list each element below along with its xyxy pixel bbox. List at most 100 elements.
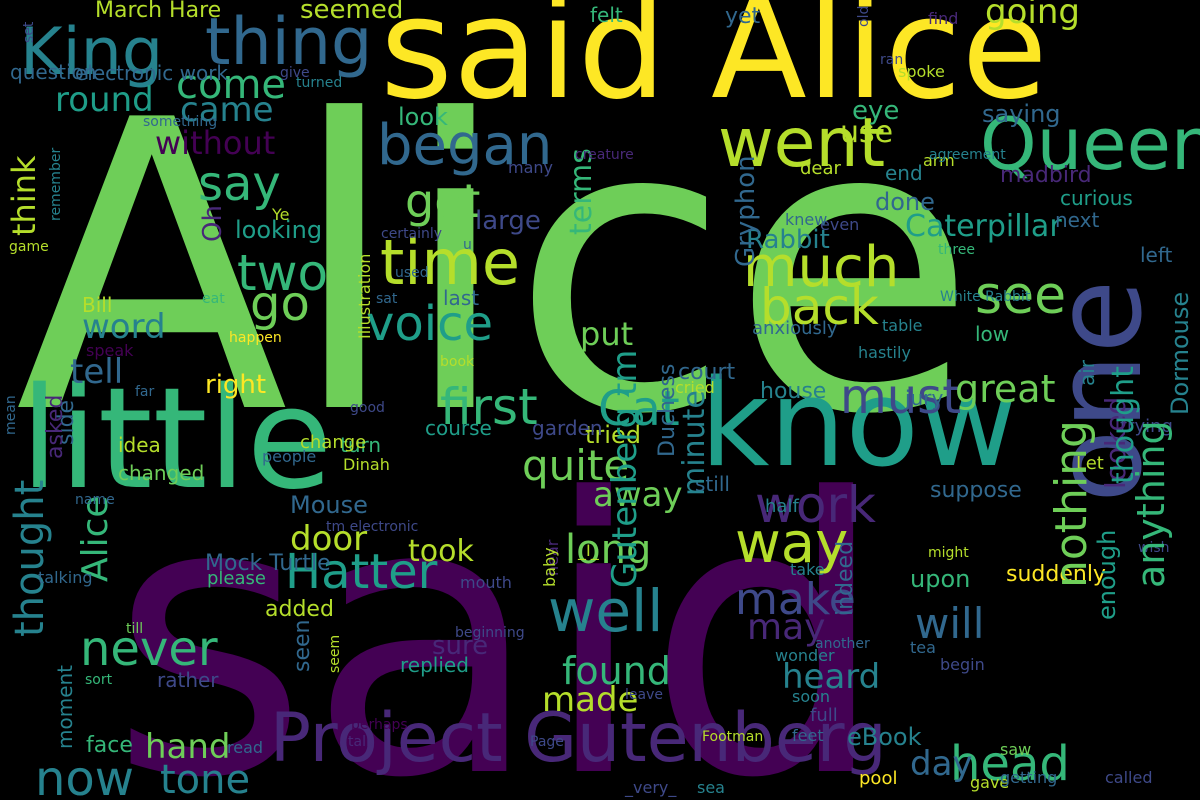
cloud-word: u (463, 237, 472, 253)
cloud-word: leave (625, 687, 663, 703)
cloud-word: Ye (272, 205, 290, 224)
cloud-word: book (440, 354, 475, 370)
cloud-word: madbird (1000, 163, 1092, 188)
cloud-word: knew (785, 210, 828, 229)
cloud-word: well (548, 577, 664, 645)
cloud-word: Dormouse (1166, 291, 1194, 415)
cloud-word: long (565, 527, 652, 573)
cloud-word: ran (880, 52, 904, 68)
cloud-word: door (290, 519, 368, 559)
cloud-word: added (265, 597, 334, 622)
cloud-word: eye (852, 96, 900, 126)
cloud-word: agreement (929, 147, 1006, 163)
cloud-word: seen (290, 619, 315, 672)
cloud-word: air (1075, 359, 1099, 386)
cloud-word: sat (376, 291, 398, 307)
cloud-word: perhaps (351, 717, 408, 733)
cloud-word: White Rabbit (940, 289, 1031, 305)
cloud-word: house (760, 379, 827, 404)
cloud-word: wish (1138, 540, 1170, 556)
cloud-word: March Hare (95, 0, 222, 23)
cloud-word: garden (532, 416, 603, 440)
cloud-word: anxiously (752, 318, 838, 339)
cloud-word: getting (1000, 768, 1058, 787)
cloud-word: upon (910, 565, 971, 593)
cloud-word: dear (800, 158, 841, 179)
cloud-word: old (856, 5, 872, 27)
cloud-word: great (955, 367, 1056, 411)
cloud-word: way (735, 511, 849, 576)
cloud-word: jury (905, 386, 944, 410)
cloud-word: soon (792, 687, 831, 706)
cloud-word: tone (160, 757, 251, 800)
cloud-word: began (377, 113, 553, 178)
cloud-word: look (398, 103, 448, 131)
cloud-word: looking (235, 216, 323, 244)
cloud-word: heard (782, 657, 881, 697)
cloud-word: left (1140, 243, 1173, 267)
cloud-word: find (928, 9, 959, 28)
cloud-word: much (743, 235, 900, 300)
cloud-word: turn (340, 433, 382, 457)
cloud-word: beginning (455, 625, 525, 641)
cloud-word: Project Gutenberg (270, 699, 887, 778)
cloud-word: give (280, 65, 310, 81)
cloud-word: Dinah (343, 455, 390, 474)
cloud-word: time (380, 226, 521, 299)
cloud-word: name (75, 492, 115, 508)
cloud-word: came (180, 90, 274, 130)
cloud-word: Mouse (290, 491, 368, 519)
cloud-word: indeed (833, 540, 858, 616)
cloud-word: Page (530, 734, 564, 750)
cloud-word: Illustration (355, 253, 374, 339)
cloud-word: enough (1093, 529, 1121, 620)
cloud-word: many (508, 158, 553, 177)
cloud-word: sea (697, 778, 725, 797)
cloud-word: Gryphon (731, 155, 761, 267)
cloud-word: Cat (598, 381, 680, 437)
cloud-word: another (815, 636, 870, 652)
cloud-word: done (875, 188, 935, 216)
cloud-word: curious (1060, 186, 1133, 210)
cloud-word: tea (910, 638, 936, 657)
cloud-word: half (765, 496, 799, 517)
cloud-word: talking (38, 568, 93, 587)
cloud-word: game (9, 239, 49, 255)
cloud-word: seemed (300, 0, 404, 25)
cloud-word: hastily (858, 343, 911, 362)
cloud-word: said (110, 418, 888, 800)
cloud-word: tried (585, 421, 641, 449)
cloud-word: head (950, 736, 1070, 792)
cloud-word: question (10, 60, 97, 84)
cloud-word: good (350, 400, 385, 416)
cloud-word: saw (1000, 740, 1032, 759)
cloud-word: replied (400, 653, 469, 677)
cloud-word: make (735, 574, 856, 625)
cloud-word: may (747, 607, 826, 648)
cloud-word: speak (86, 341, 134, 360)
cloud-word: work (755, 476, 876, 534)
cloud-word: last (443, 286, 480, 310)
cloud-word: turned (296, 75, 343, 91)
cloud-word: Caterpillar (905, 209, 1062, 244)
cloud-word: course (425, 416, 492, 440)
cloud-word: back (760, 278, 879, 336)
cloud-word: hand (145, 727, 231, 767)
cloud-word: pool (859, 768, 898, 789)
cloud-word: please (207, 568, 266, 589)
cloud-word: little (20, 358, 333, 521)
cloud-word: thought (7, 479, 53, 637)
cloud-word: King (20, 15, 164, 90)
cloud-word: begin (940, 655, 985, 674)
cloud-word: low (975, 322, 1010, 346)
cloud-word: used (395, 265, 429, 281)
cloud-word: might (928, 545, 969, 561)
cloud-word: never (80, 621, 218, 677)
cloud-word: spoke (898, 62, 945, 81)
cloud-word: _very_ (625, 778, 677, 797)
cloud-word: come (176, 62, 287, 108)
cloud-word: mouth (460, 573, 512, 592)
cloud-word: something (143, 114, 218, 130)
cloud-word: round (55, 80, 154, 120)
